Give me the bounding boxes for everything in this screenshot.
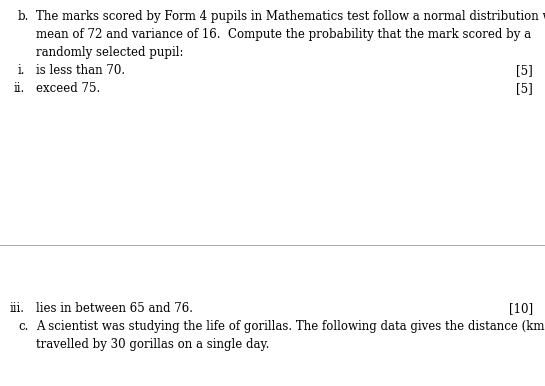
Text: iii.: iii.	[10, 302, 25, 315]
Text: b.: b.	[18, 10, 29, 23]
Text: A scientist was studying the life of gorillas. The following data gives the dist: A scientist was studying the life of gor…	[36, 320, 545, 333]
Text: randomly selected pupil:: randomly selected pupil:	[36, 46, 184, 59]
Text: exceed 75.: exceed 75.	[36, 82, 100, 95]
Text: [5]: [5]	[516, 82, 533, 95]
Text: [5]: [5]	[516, 64, 533, 77]
Text: c.: c.	[18, 320, 28, 333]
Text: lies in between 65 and 76.: lies in between 65 and 76.	[36, 302, 193, 315]
Text: [10]: [10]	[509, 302, 533, 315]
Text: ii.: ii.	[14, 82, 25, 95]
Text: mean of 72 and variance of 16.  Compute the probability that the mark scored by : mean of 72 and variance of 16. Compute t…	[36, 28, 531, 41]
Text: i.: i.	[18, 64, 26, 77]
Text: is less than 70.: is less than 70.	[36, 64, 125, 77]
Text: travelled by 30 gorillas on a single day.: travelled by 30 gorillas on a single day…	[36, 338, 269, 351]
Text: The marks scored by Form 4 pupils in Mathematics test follow a normal distributi: The marks scored by Form 4 pupils in Mat…	[36, 10, 545, 23]
